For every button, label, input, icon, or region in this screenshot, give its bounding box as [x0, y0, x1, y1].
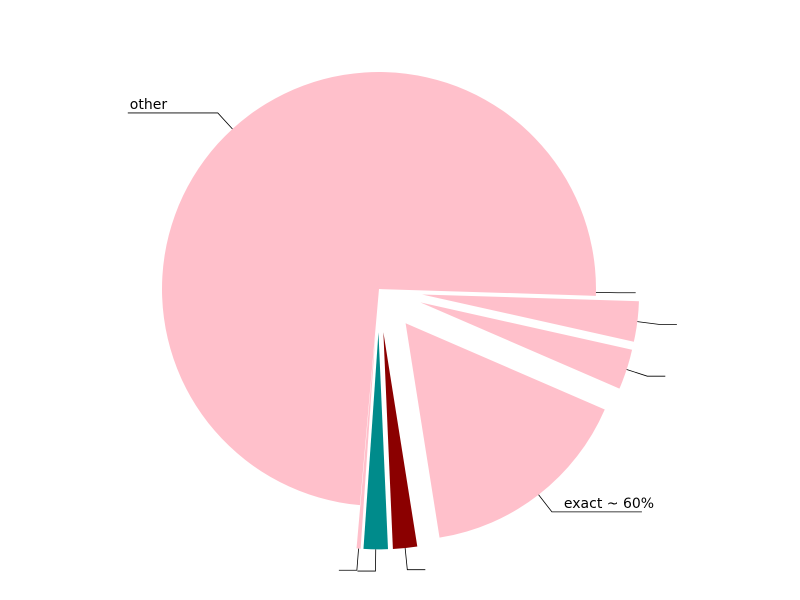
pie-slice-7: [162, 71, 596, 506]
leader-line-2: [626, 369, 666, 377]
pie-slice-4: [383, 332, 418, 549]
pie-slice-3: [405, 323, 605, 538]
slice-labels: exact ~ 60% other: [130, 97, 654, 512]
leader-line-6: [338, 548, 359, 571]
leader-line-3: [538, 494, 642, 513]
leader-lines: [127, 112, 677, 572]
pie-slice-1: [422, 294, 639, 342]
pie-slice-5: [363, 332, 388, 550]
pie-slice-6: [356, 332, 376, 549]
pie-slices: [162, 71, 639, 550]
leader-line-5: [357, 549, 377, 572]
slice-label-3: exact ~ 60%: [564, 496, 654, 512]
leader-line-7: [127, 112, 233, 130]
slice-label-7: other: [130, 97, 168, 113]
leader-line-1: [637, 321, 677, 325]
pie-slice-2: [420, 302, 633, 389]
pie-slice-0: [379, 289, 596, 296]
leader-line-4: [404, 548, 426, 571]
